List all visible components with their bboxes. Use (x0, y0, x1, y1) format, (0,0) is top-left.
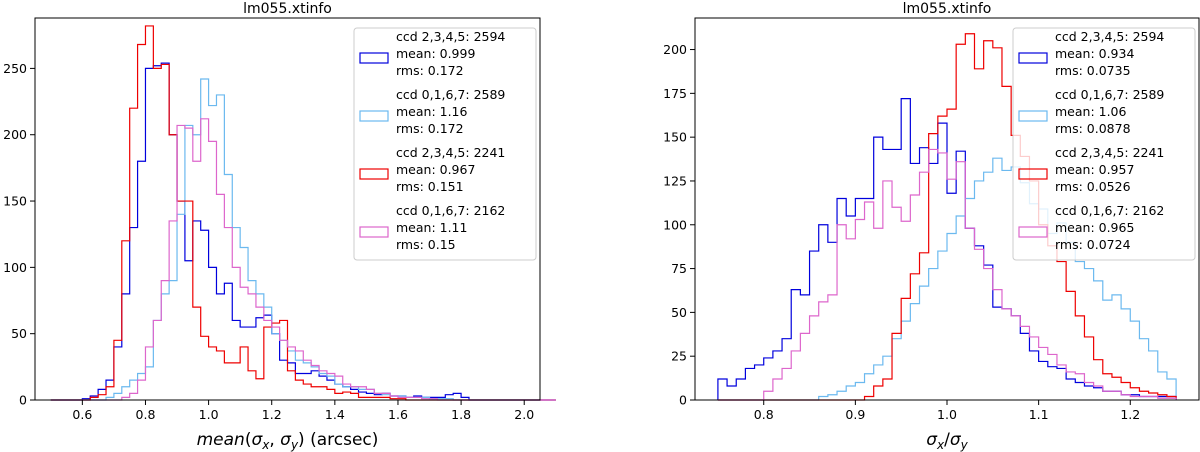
right-legend-swatch-0 (1018, 52, 1048, 64)
left-x-tick-label: 1.6 (388, 407, 408, 422)
left-x-tick-label: 1.2 (262, 407, 282, 422)
right-x-tick-label: 1.0 (937, 407, 957, 422)
right-legend-box (1012, 27, 1196, 261)
left-y-tick-label: 250 (3, 61, 27, 76)
right-series-group (717, 33, 1177, 401)
left-legend-swatch-1 (359, 110, 389, 122)
left-legend-box (353, 27, 537, 261)
right-legend-entry-3-line-1: mean: 0.965 (1055, 220, 1134, 235)
left-plot-frame (34, 17, 541, 401)
left-series-3-histogram (50, 118, 556, 401)
right-legend-entry-2-line-1: mean: 0.957 (1055, 162, 1134, 177)
right-y-tick-label: 50 (671, 305, 687, 320)
left-x-tick-label: 0.8 (136, 407, 156, 422)
right-legend-entry-1-line-2: rms: 0.0878 (1055, 121, 1131, 136)
left-histogram-panel: 0.6 0.8 1.0 1.2 1.4 1.6 1.8 2.0050100150200250 … (3, 1, 556, 452)
right-legend-entry-0-line-0: ccd 2,3,4,5: 2594 (1055, 29, 1164, 44)
right-x-tick-label: 0.9 (845, 407, 865, 422)
left-legend-entry-0-line-1: mean: 0.999 (396, 46, 475, 61)
right-series-3-histogram (717, 148, 1177, 401)
left-x-tick-label: 1.0 (199, 407, 219, 422)
right-legend-entry-0-line-2: rms: 0.0735 (1055, 63, 1131, 78)
right-legend-entry-1-line-0: ccd 0,1,6,7: 2589 (1055, 87, 1164, 102)
left-legend-swatch-3 (359, 226, 389, 238)
left-legend-entry-1-line-2: rms: 0.172 (396, 121, 464, 136)
left-legend-entry-1-line-0: ccd 0,1,6,7: 2589 (396, 87, 505, 102)
left-chart-title: lm055.xtinfo (243, 1, 332, 17)
right-y-tick-label: 125 (663, 173, 687, 188)
right-y-tick-label: 25 (671, 349, 687, 364)
left-y-tick-label: 200 (3, 127, 27, 142)
left-x-tick-label: 0.6 (72, 407, 92, 422)
right-x-axis-label: σx/σy (926, 430, 968, 452)
right-y-tick-label: 100 (663, 217, 687, 232)
left-x-axis-label: mean(σx, σy) (arcsec) (197, 430, 379, 452)
right-x-tick-label: 0.8 (754, 407, 774, 422)
right-legend-swatch-2 (1018, 168, 1048, 180)
left-legend-entry-2-line-0: ccd 2,3,4,5: 2241 (396, 145, 505, 160)
right-legend-swatch-3 (1018, 226, 1048, 238)
left-legend-entry-1-line-1: mean: 1.16 (396, 104, 468, 119)
right-x-tick-label: 1.2 (1120, 407, 1140, 422)
right-y-tick-label: 0 (679, 393, 687, 408)
right-histogram-panel: 0.8 0.9 1.0 1.1 1.2 0 25 50 75 100 125 150 175 200 lm… (663, 1, 1200, 452)
left-y-tick-label: 150 (3, 194, 27, 209)
right-legend-entry-1-line-1: mean: 1.06 (1055, 104, 1127, 119)
right-y-tick-label: 150 (663, 130, 687, 145)
right-y-tick-label: 75 (671, 261, 687, 276)
right-axis-ticks: 0.8 0.9 1.0 1.1 1.2 0 25 50 75 100 125 150 175 200 (663, 42, 1140, 422)
left-x-tick-label: 1.8 (451, 407, 471, 422)
left-legend-swatch-0 (359, 52, 389, 64)
right-x-tick-label: 1.1 (1029, 407, 1049, 422)
right-legend-entry-2-line-2: rms: 0.0526 (1055, 179, 1131, 194)
left-legend-swatch-2 (359, 168, 389, 180)
right-plot-frame (694, 17, 1200, 401)
right-legend: ccd 2,3,4,5: 2594 mean: 0.934 rms: 0.0735 c… (1012, 27, 1196, 261)
left-legend-entry-0-line-2: rms: 0.172 (396, 63, 464, 78)
right-legend-entry-2-line-0: ccd 2,3,4,5: 2241 (1055, 145, 1164, 160)
left-y-tick-label: 50 (11, 326, 27, 341)
left-legend-entry-2-line-1: mean: 0.967 (396, 162, 475, 177)
left-legend-entry-3-line-1: mean: 1.11 (396, 220, 467, 235)
right-chart-title: lm055.xtinfo (903, 1, 992, 17)
right-legend-swatch-1 (1018, 110, 1048, 122)
left-legend-entry-0-line-0: ccd 2,3,4,5: 2594 (396, 29, 505, 44)
left-y-tick-label: 0 (19, 393, 27, 408)
left-legend-entry-3-line-2: rms: 0.15 (396, 237, 456, 252)
left-x-tick-label: 1.4 (325, 407, 345, 422)
right-y-tick-label: 200 (663, 42, 687, 57)
right-series-1-histogram (717, 157, 1177, 401)
right-y-tick-label: 175 (663, 86, 687, 101)
left-x-tick-label: 2.0 (514, 407, 534, 422)
right-legend-entry-0-line-1: mean: 0.934 (1055, 46, 1134, 61)
right-legend-entry-3-line-2: rms: 0.0724 (1055, 237, 1131, 252)
left-axis-ticks: 0.6 0.8 1.0 1.2 1.4 1.6 1.8 2.0 0 50 100 150 200 250 (3, 61, 534, 422)
left-legend: ccd 2,3,4,5: 2594 mean: 0.999 rms: 0.172 cc… (353, 27, 537, 261)
right-legend-entry-3-line-0: ccd 0,1,6,7: 2162 (1055, 203, 1164, 218)
left-legend-entry-3-line-0: ccd 0,1,6,7: 2162 (396, 203, 505, 218)
left-legend-entry-2-line-2: rms: 0.151 (396, 179, 464, 194)
left-y-tick-label: 100 (3, 260, 27, 275)
left-series-0-histogram (50, 62, 556, 401)
